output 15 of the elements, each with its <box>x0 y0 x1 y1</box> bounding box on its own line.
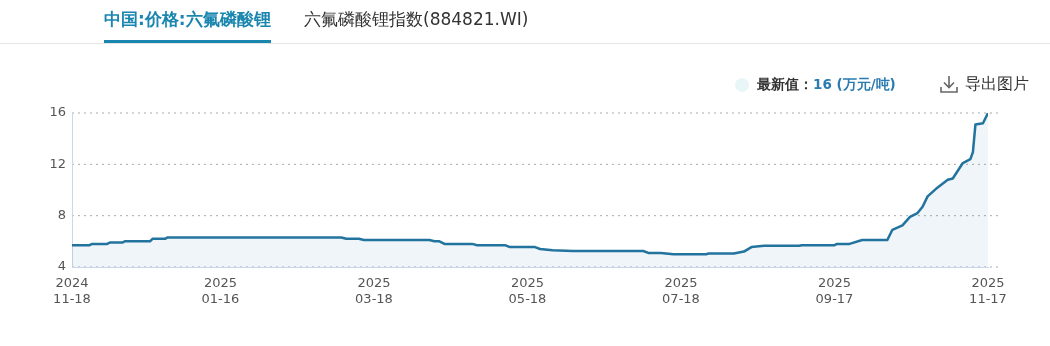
x-tick-label: 2025 01-16 <box>201 275 240 306</box>
text: 六氟磷酸锂指数(884821.WI) <box>304 8 529 31</box>
x-tick-label: 2025 09-17 <box>815 275 854 306</box>
chart-title: 中国:价格:六氟磷酸锂 <box>104 8 271 43</box>
x-tick-label: 2025 07-18 <box>662 275 700 306</box>
y-tick-label: 4 <box>57 258 66 274</box>
y-tick-label: 16 <box>49 104 66 120</box>
x-tick-label: 2025 03-18 <box>355 275 393 306</box>
text: 导出图片 <box>965 74 1029 95</box>
x-tick-label: 2024 11-18 <box>53 275 91 306</box>
x-tick-label: 2025 05-18 <box>508 275 547 306</box>
y-tick-label: 12 <box>49 155 66 171</box>
text: 最新值：16 (万元/吨) <box>757 76 896 92</box>
x-tick-label: 2025 11-17 <box>969 275 1007 306</box>
y-tick-label: 8 <box>57 207 66 223</box>
